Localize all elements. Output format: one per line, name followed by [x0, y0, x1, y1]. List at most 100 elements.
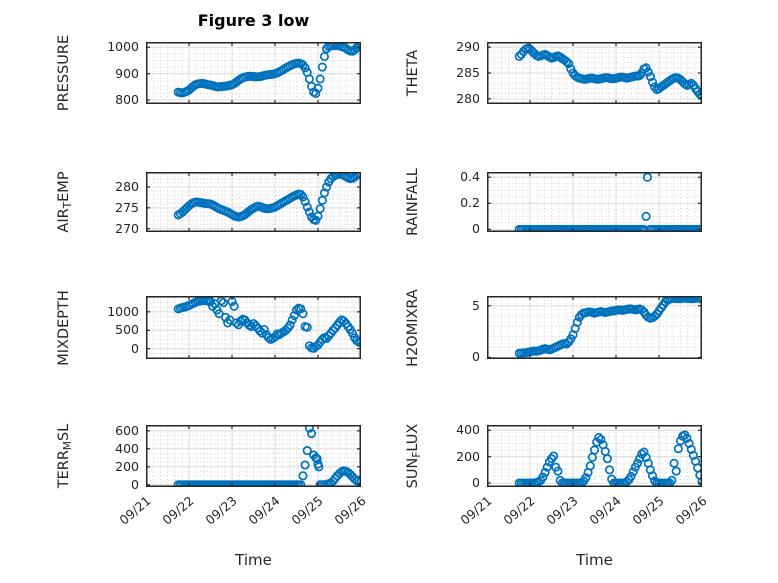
y-tick-label: 400 — [456, 422, 480, 438]
marker-circle — [205, 297, 216, 307]
xlabel-left-column: Time — [235, 551, 272, 569]
marker-circle — [691, 297, 701, 303]
x-tick-label: 09/26 — [331, 493, 369, 528]
mixdepth-ylabel: MIXDEPTH — [56, 290, 72, 366]
ylabel-text: MIXDEPTH — [56, 289, 72, 366]
marker-circle — [317, 62, 327, 72]
marker-circle — [317, 334, 327, 345]
h2omixra-ylabel: H2OMIXRA — [405, 289, 421, 367]
marker-circle — [304, 207, 314, 217]
axis-box — [487, 425, 702, 487]
terr_msl-ylabel: TERRMSL — [56, 423, 74, 489]
marker-circle — [231, 318, 241, 328]
rainfall-plot-area — [487, 172, 702, 232]
x-tick-label: 09/24 — [245, 493, 283, 528]
figure-title: Figure 3 low — [197, 11, 310, 30]
marker-circle — [307, 428, 317, 439]
marker-circle — [641, 211, 651, 221]
y-tick-label: 0 — [472, 349, 480, 365]
marker-circle — [596, 434, 606, 445]
marker-circle — [296, 480, 306, 486]
marker-circle — [356, 476, 360, 486]
plot-background — [146, 425, 361, 487]
x-tick-label: 09/21 — [116, 493, 154, 528]
marker-circle — [540, 467, 550, 478]
subplot-sun_flux: 0 200 400 SUNFLUX 09/21 09/22 09/23 09/24 09/25 0… — [405, 422, 710, 527]
x-tick-label: 09/22 — [159, 493, 197, 528]
marker-circle — [572, 317, 582, 327]
marker-circle — [648, 471, 658, 481]
marker-circle — [300, 460, 310, 470]
marker-circle — [311, 88, 321, 99]
marker-circle — [287, 315, 297, 325]
marker-circle — [354, 173, 360, 179]
y-tick-label: 285 — [456, 65, 480, 80]
y-tick-label: 0 — [131, 340, 139, 356]
y-tick-label: 275 — [115, 199, 139, 215]
marker-circle — [553, 466, 563, 476]
marker-circle — [639, 447, 649, 457]
axis-box — [487, 42, 702, 104]
ylabel-text: THETA — [405, 49, 421, 97]
mixdepth-plot-area — [146, 296, 361, 359]
ylabel-subscript: F — [411, 451, 423, 458]
marker-circle — [585, 461, 595, 471]
x-tick-label: 09/22 — [500, 493, 538, 528]
axis-box — [487, 296, 702, 359]
marker-circle — [626, 471, 636, 482]
marker-circle — [347, 328, 357, 338]
marker-circle — [314, 462, 324, 472]
marker-circle — [671, 466, 681, 476]
ylabel-subscript: T — [62, 201, 74, 209]
marker-circle — [319, 51, 330, 62]
ylabel-text: AIR — [56, 208, 72, 233]
axis-box — [146, 42, 361, 104]
axis-box — [146, 172, 361, 232]
ylabel-text: PRESSURE — [56, 34, 72, 112]
marker-circle — [356, 43, 360, 50]
y-tick-label: 200 — [456, 448, 480, 464]
marker-circle — [285, 320, 295, 330]
marker-circle — [264, 333, 274, 343]
marker-circle — [632, 458, 643, 468]
marker-circle — [298, 192, 308, 202]
axis-box — [146, 296, 361, 359]
x-tick-label: 09/23 — [202, 493, 240, 528]
marker-circle — [648, 77, 658, 87]
marker-circle — [697, 90, 701, 100]
data-markers — [173, 426, 360, 486]
ylabel-text: TERR — [56, 450, 72, 489]
marker-circle — [296, 304, 306, 314]
marker-circle — [542, 462, 552, 472]
x-tick-label: 09/26 — [672, 493, 710, 528]
pressure-plot-area — [146, 42, 361, 104]
y-tick-label: 0.4 — [460, 169, 480, 185]
marker-circle — [332, 173, 342, 180]
marker-circle — [622, 477, 632, 486]
marker-circle — [315, 204, 325, 214]
marker-circle — [315, 74, 325, 84]
air_temp-ylabel: AIRTEMP — [56, 171, 74, 233]
marker-circle — [302, 322, 312, 332]
marker-circle — [352, 173, 360, 180]
marker-circle — [300, 63, 310, 73]
marker-circle — [549, 451, 559, 461]
marker-circle — [229, 301, 239, 311]
terr_msl-plot-area — [146, 425, 361, 487]
marker-circle — [605, 465, 615, 475]
marker-circle — [589, 445, 600, 455]
ylabel-text: SL — [56, 423, 72, 442]
major-grid — [487, 42, 702, 104]
marker-circle — [645, 72, 655, 82]
y-tick-label: 290 — [456, 39, 480, 55]
marker-circle — [291, 305, 302, 315]
y-tick-label: 280 — [456, 90, 480, 106]
ylabel-text: LUX — [405, 423, 421, 452]
y-tick-label: 5 — [472, 297, 480, 313]
theta-ylabel: THETA — [405, 50, 421, 97]
theta-plot-area — [487, 42, 702, 104]
h2omixra-plot-area — [487, 296, 702, 359]
y-tick-label: 1000 — [107, 303, 139, 319]
sun_flux-ylabel: SUNFLUX — [405, 423, 423, 489]
y-tick-label: 280 — [115, 179, 139, 194]
